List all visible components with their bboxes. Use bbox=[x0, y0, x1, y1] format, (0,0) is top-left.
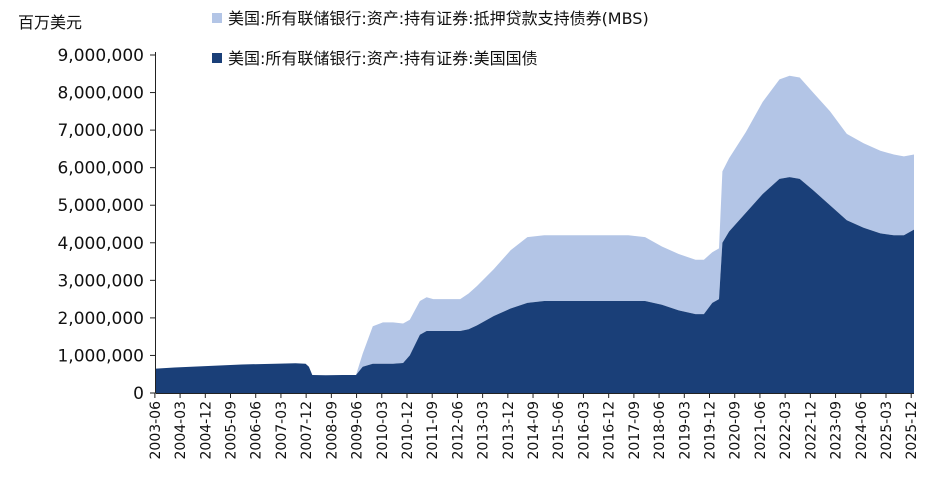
x-tick-label: 2018-06 bbox=[652, 401, 668, 460]
x-tick-label: 2011-09 bbox=[425, 401, 441, 460]
y-axis: 0 1,000,000 2,000,000 3,000,000 4,000,000 5,0… bbox=[57, 46, 156, 404]
y-tick-label: 0 bbox=[133, 384, 144, 404]
x-tick-label: 2004-03 bbox=[173, 401, 189, 460]
y-tick-label: 1,000,000 bbox=[57, 346, 144, 366]
legend: 美国:所有联储银行:资产:持有证券:抵押贷款支持债券(MBS) 美国:所有联储银… bbox=[212, 9, 649, 68]
legend-swatch-treasury bbox=[212, 53, 222, 63]
x-tick-label: 2023-09 bbox=[829, 401, 845, 460]
y-tick-label: 3,000,000 bbox=[57, 271, 144, 291]
x-tick-label: 2010-03 bbox=[375, 401, 391, 460]
x-tick-label: 2021-06 bbox=[753, 401, 769, 460]
x-tick-label: 2019-12 bbox=[703, 401, 719, 460]
x-tick-label: 2007-03 bbox=[274, 401, 290, 460]
x-tick-label: 2015-06 bbox=[551, 401, 567, 460]
x-tick-label: 2017-09 bbox=[627, 401, 643, 460]
x-tick-label: 2004-12 bbox=[198, 401, 214, 460]
x-tick-label: 2007-12 bbox=[299, 401, 315, 460]
legend-label-treasury: 美国:所有联储银行:资产:持有证券:美国国债 bbox=[228, 49, 538, 68]
x-tick-label: 2022-03 bbox=[778, 401, 794, 460]
legend-label-mbs: 美国:所有联储银行:资产:持有证券:抵押贷款支持债券(MBS) bbox=[228, 9, 649, 28]
x-tick-label: 2003-06 bbox=[148, 401, 164, 460]
x-tick-label: 2020-09 bbox=[728, 401, 744, 460]
x-tick-label: 2024-06 bbox=[854, 401, 870, 460]
y-tick-label: 7,000,000 bbox=[57, 121, 144, 141]
x-tick-label: 2022-12 bbox=[803, 401, 819, 460]
x-tick-label: 2013-03 bbox=[476, 401, 492, 460]
x-tick-label: 2025-12 bbox=[904, 401, 920, 460]
x-tick-label: 2010-12 bbox=[400, 401, 416, 460]
x-tick-label: 2009-06 bbox=[350, 401, 366, 460]
series-area-0 bbox=[156, 177, 914, 393]
x-tick-label: 2019-03 bbox=[677, 401, 693, 460]
x-tick-label: 2016-03 bbox=[577, 401, 593, 460]
legend-swatch-mbs bbox=[212, 13, 222, 23]
y-tick-label: 9,000,000 bbox=[57, 46, 144, 66]
x-tick-label: 2014-09 bbox=[526, 401, 542, 460]
x-tick-label: 2005-09 bbox=[224, 401, 240, 460]
y-tick-label: 6,000,000 bbox=[57, 159, 144, 179]
y-tick-label: 4,000,000 bbox=[57, 234, 144, 254]
x-tick-label: 2025-03 bbox=[879, 401, 895, 460]
x-axis: 2003-06 2004-03 2004-12 2005-09 2006-06 2007-… bbox=[148, 393, 920, 460]
plot-areas bbox=[156, 75, 914, 393]
x-tick-label: 2016-12 bbox=[602, 401, 618, 460]
y-tick-label: 5,000,000 bbox=[57, 196, 144, 216]
y-tick-label: 8,000,000 bbox=[57, 84, 144, 104]
y-tick-label: 2,000,000 bbox=[57, 309, 144, 329]
x-tick-label: 2013-12 bbox=[501, 401, 517, 460]
unit-label: 百万美元 bbox=[18, 13, 82, 32]
x-tick-label: 2008-09 bbox=[324, 401, 340, 460]
x-tick-label: 2012-06 bbox=[450, 401, 466, 460]
x-tick-label: 2006-06 bbox=[249, 401, 265, 460]
